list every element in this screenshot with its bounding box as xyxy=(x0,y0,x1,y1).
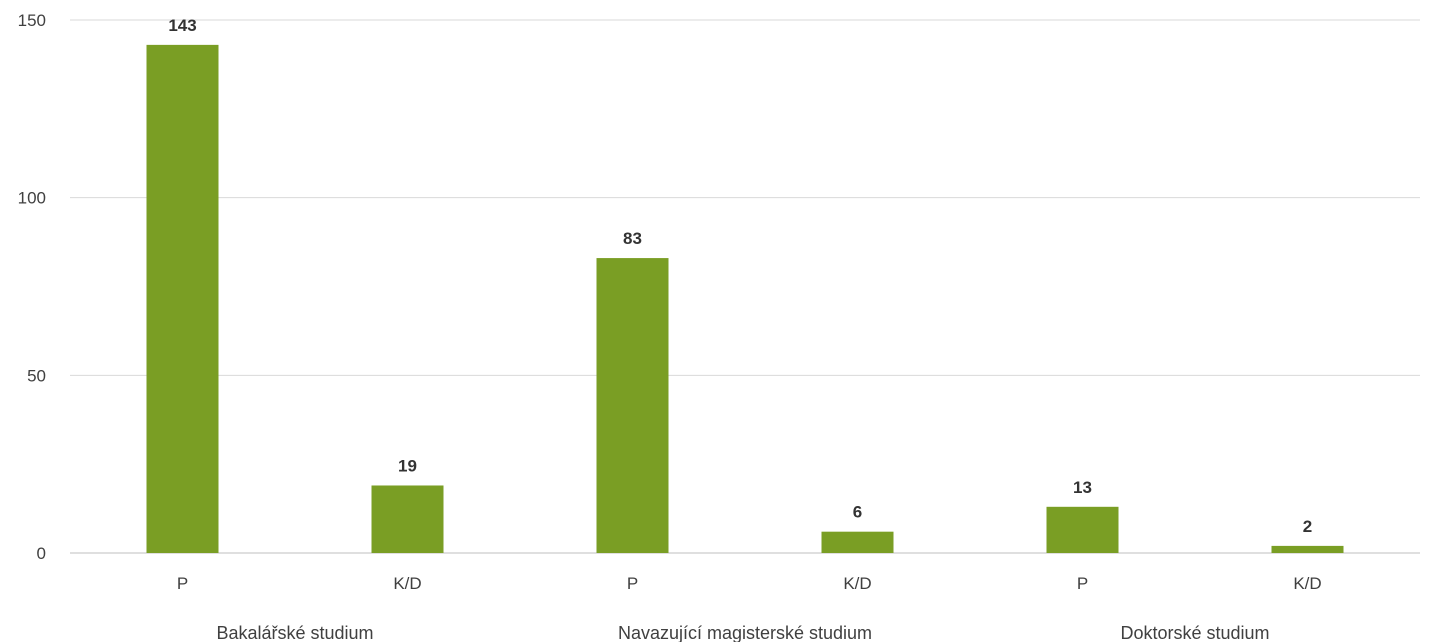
x-category-label: K/D xyxy=(393,574,421,593)
bar xyxy=(371,485,444,553)
bar xyxy=(146,44,219,554)
x-category-label: P xyxy=(1077,574,1088,593)
y-tick-label: 0 xyxy=(37,544,46,563)
data-label: 6 xyxy=(853,503,862,522)
y-axis-tick-labels: 0 50 100 150 xyxy=(18,11,46,563)
y-tick-label: 100 xyxy=(18,189,46,208)
bar xyxy=(596,258,669,553)
x-axis-group-labels: Bakalářské studium Navazující magisterské… xyxy=(216,623,1269,642)
x-category-label: K/D xyxy=(843,574,871,593)
x-group-label: Doktorské studium xyxy=(1120,623,1269,642)
x-category-label: P xyxy=(177,574,188,593)
x-category-label: P xyxy=(627,574,638,593)
x-axis-category-labels: P K/D P K/D P K/D xyxy=(177,574,1322,593)
y-tick-label: 50 xyxy=(27,366,46,385)
bar xyxy=(821,531,894,553)
x-group-label: Navazující magisterské studium xyxy=(618,623,872,642)
bars xyxy=(146,44,1344,554)
y-tick-label: 150 xyxy=(18,11,46,30)
data-label: 143 xyxy=(168,16,196,35)
data-labels: 143 19 83 6 13 2 xyxy=(168,16,1312,536)
bar xyxy=(1046,506,1119,553)
bar xyxy=(1271,545,1344,553)
x-group-label: Bakalářské studium xyxy=(216,623,373,642)
gridlines xyxy=(70,19,1420,554)
data-label: 13 xyxy=(1073,478,1092,497)
data-label: 2 xyxy=(1303,517,1312,536)
data-label: 83 xyxy=(623,229,642,248)
data-label: 19 xyxy=(398,456,417,475)
x-category-label: K/D xyxy=(1293,574,1321,593)
